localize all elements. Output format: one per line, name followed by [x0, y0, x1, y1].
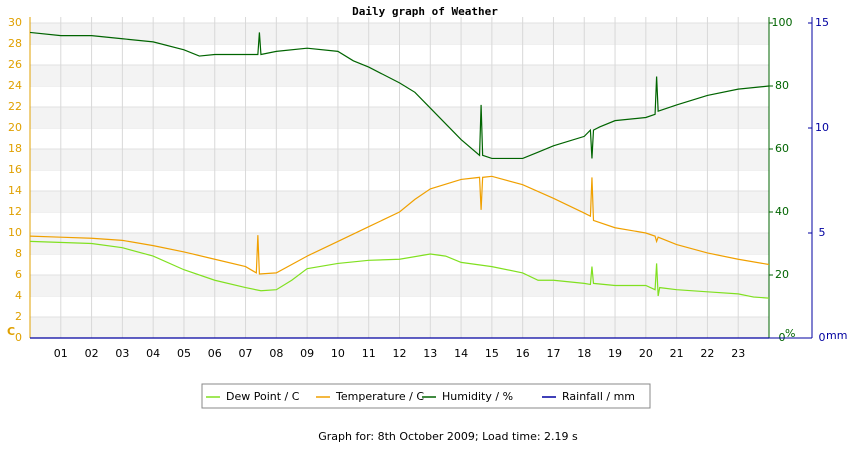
legend-label: Temperature / C — [335, 390, 424, 403]
y-tick-label: 4 — [15, 289, 22, 302]
x-tick-label: 03 — [115, 347, 129, 360]
y2-tick-label: 40 — [775, 205, 789, 218]
y-tick-label: 30 — [8, 16, 22, 29]
y-tick-label: 18 — [8, 142, 22, 155]
x-tick-label: 01 — [54, 347, 68, 360]
y2-tick-label: 20 — [775, 268, 789, 281]
y-tick-label: 28 — [8, 37, 22, 50]
series-line — [29, 175, 770, 275]
y-tick-label: 14 — [8, 184, 22, 197]
x-tick-label: 14 — [454, 347, 468, 360]
x-tick-label: 05 — [177, 347, 191, 360]
y-tick-label: 20 — [8, 121, 22, 134]
series-line — [29, 240, 770, 299]
y-tick-label: 10 — [8, 226, 22, 239]
y-tick-label: 6 — [15, 268, 22, 281]
x-tick-label: 06 — [208, 347, 222, 360]
x-tick-label: 12 — [393, 347, 407, 360]
legend-box — [201, 383, 651, 409]
y3-tick-label: 10 — [815, 121, 829, 134]
y-axis-label: C — [7, 325, 15, 338]
x-tick-label: 08 — [269, 347, 283, 360]
y-tick-label: 12 — [8, 205, 22, 218]
y3-tick-label: 5 — [819, 226, 826, 239]
y-tick-label: 16 — [8, 163, 22, 176]
y-tick-label: 22 — [8, 100, 22, 113]
legend-label: Humidity / % — [442, 390, 513, 403]
y2-tick-label: 60 — [775, 142, 789, 155]
y3-tick-label: 0 — [819, 331, 826, 344]
y2-tick-label: 100 — [772, 16, 793, 29]
x-tick-label: 10 — [331, 347, 345, 360]
x-tick-label: 15 — [485, 347, 499, 360]
x-tick-label: 13 — [423, 347, 437, 360]
y3-axis-label: mm — [826, 329, 847, 342]
y2-axis-label: % — [785, 327, 795, 340]
y-tick-label: 8 — [15, 247, 22, 260]
x-tick-label: 21 — [670, 347, 684, 360]
legend-label: Dew Point / C — [226, 390, 300, 403]
footer: Graph for: 8th October 2009; Load time: … — [318, 430, 578, 443]
y-tick-label: 2 — [15, 310, 22, 323]
y2-tick-label: 80 — [775, 79, 789, 92]
y-tick-label: 0 — [15, 331, 22, 344]
x-tick-label: 04 — [146, 347, 160, 360]
legend-label: Rainfall / mm — [562, 390, 635, 403]
x-tick-label: 17 — [546, 347, 560, 360]
x-tick-label: 20 — [639, 347, 653, 360]
series-line — [29, 31, 770, 160]
y-tick-label: 26 — [8, 58, 22, 71]
x-tick-label: 09 — [300, 347, 314, 360]
x-tick-label: 19 — [608, 347, 622, 360]
x-tick-label: 18 — [577, 347, 591, 360]
chart-title: Daily graph of Weather — [352, 5, 498, 18]
x-tick-label: 16 — [516, 347, 530, 360]
x-tick-label: 02 — [85, 347, 99, 360]
y3-tick-label: 15 — [815, 16, 829, 29]
x-tick-label: 23 — [731, 347, 745, 360]
x-tick-label: 22 — [700, 347, 714, 360]
y-tick-label: 24 — [8, 79, 22, 92]
grid — [30, 17, 769, 339]
x-tick-label: 11 — [362, 347, 376, 360]
x-tick-label: 07 — [239, 347, 253, 360]
